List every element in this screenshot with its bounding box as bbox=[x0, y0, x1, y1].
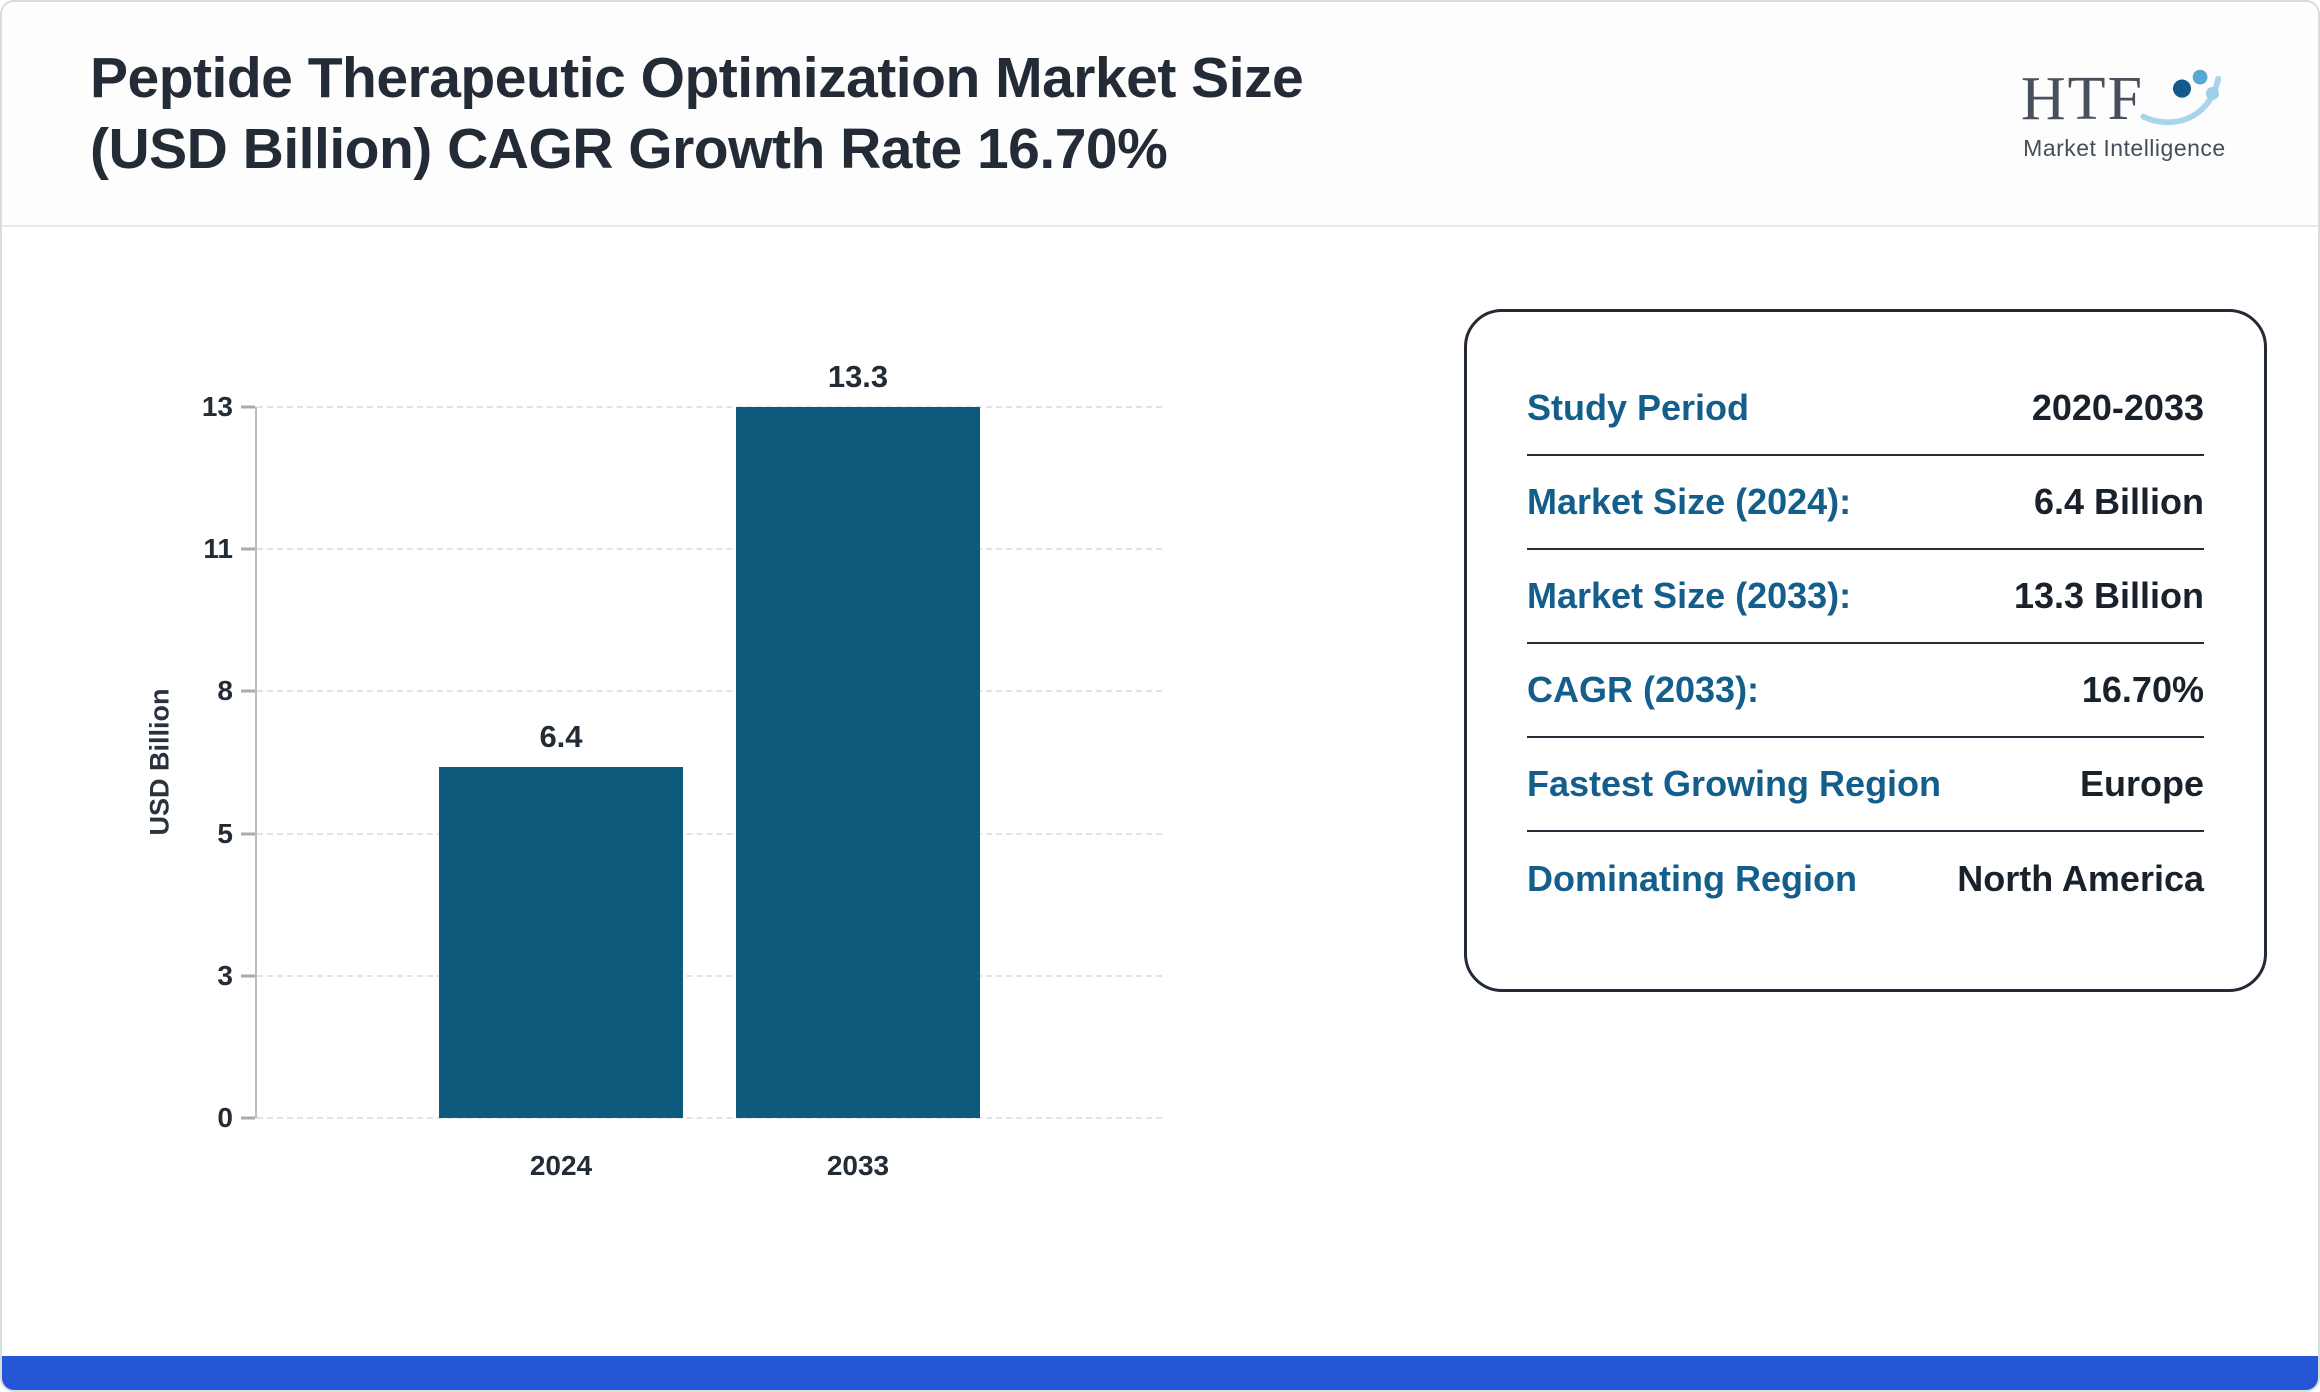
page-title-line1: Peptide Therapeutic Optimization Market … bbox=[90, 46, 1304, 111]
y-tick-mark bbox=[241, 405, 255, 409]
people-swoosh-icon bbox=[2140, 69, 2222, 126]
gridline bbox=[257, 690, 1162, 693]
bottom-accent-bar bbox=[2, 1356, 2318, 1390]
stat-value: 6.4 Billion bbox=[2033, 481, 2204, 522]
y-tick-mark bbox=[241, 832, 255, 836]
bar-group-2033: 13.3 2033 bbox=[736, 359, 980, 1181]
gridline bbox=[257, 974, 1162, 977]
stat-row-dominating-region: Dominating Region North America bbox=[1527, 832, 2204, 926]
bar-2033: 13.3 bbox=[736, 359, 980, 1118]
stats-card: Study Period 2020-2033 Market Size (2024… bbox=[1464, 309, 2267, 992]
y-axis-title: USD Billion bbox=[144, 688, 175, 836]
y-tick-label: 0 bbox=[217, 1102, 233, 1133]
x-axis-label: 2024 bbox=[529, 1150, 593, 1181]
y-tick-mark bbox=[241, 547, 255, 551]
y-tick-label: 11 bbox=[203, 533, 233, 565]
bar-2024: 6.4 bbox=[439, 719, 683, 1118]
stat-label: Dominating Region bbox=[1527, 858, 1857, 899]
htf-logo: HTF Market Intelligence bbox=[2021, 65, 2228, 162]
bar-value-label: 6.4 bbox=[539, 719, 583, 755]
gridline bbox=[257, 832, 1162, 835]
bar-group-2024: 6.4 2024 bbox=[439, 407, 683, 1181]
page-title: Peptide Therapeutic Optimization Market … bbox=[90, 43, 1304, 183]
stat-value: North America bbox=[1957, 858, 2204, 899]
stat-label: Fastest Growing Region bbox=[1527, 763, 1942, 804]
htf-logo-text: HTF bbox=[2020, 65, 2144, 133]
y-tick-label: 5 bbox=[217, 817, 233, 849]
bars-container: 6.4 2024 13.3 2033 bbox=[257, 359, 1162, 1181]
stat-label: Study Period bbox=[1527, 387, 1750, 428]
stat-row-fastest-growing-region: Fastest Growing Region Europe bbox=[1527, 738, 2204, 832]
stat-value: 16.70% bbox=[2081, 669, 2204, 710]
gridline bbox=[257, 406, 1162, 408]
stat-row-cagr: CAGR (2033): 16.70% bbox=[1527, 644, 2204, 738]
y-tick-mark bbox=[241, 689, 255, 693]
bar-value-label: 13.3 bbox=[827, 359, 889, 394]
y-tick-label: 13 bbox=[201, 391, 233, 422]
header: Peptide Therapeutic Optimization Market … bbox=[2, 2, 2318, 227]
y-tick-label: 8 bbox=[217, 675, 233, 707]
stat-row-market-size-2024: Market Size (2024): 6.4 Billion bbox=[1527, 456, 2204, 550]
gridline bbox=[257, 548, 1162, 551]
stat-value: 13.3 Billion bbox=[2013, 575, 2204, 616]
stat-value: Europe bbox=[2079, 763, 2204, 804]
stat-value: 2020-2033 bbox=[2031, 387, 2204, 428]
x-axis-label: 2033 bbox=[826, 1150, 890, 1181]
page-title-line2: (USD Billion) CAGR Growth Rate 16.70% bbox=[90, 116, 1168, 181]
stat-row-study-period: Study Period 2020-2033 bbox=[1527, 362, 2204, 456]
y-tick-mark bbox=[241, 1116, 255, 1120]
htf-logo-top: HTF bbox=[2021, 65, 2228, 133]
stat-row-market-size-2033: Market Size (2033): 13.3 Billion bbox=[1527, 550, 2204, 644]
plot-area: 0 3 5 8 11 13 6.4 2024 13.3 2033 bbox=[202, 359, 1162, 1181]
htf-logo-subtext: Market Intelligence bbox=[2023, 135, 2226, 161]
y-tick-mark bbox=[241, 974, 255, 978]
stat-label: CAGR (2033): bbox=[1527, 669, 1760, 710]
stat-label: Market Size (2024): bbox=[1527, 481, 1852, 522]
y-tick-label: 3 bbox=[217, 959, 233, 991]
gridline bbox=[257, 1117, 1162, 1119]
stat-label: Market Size (2033): bbox=[1527, 575, 1852, 616]
